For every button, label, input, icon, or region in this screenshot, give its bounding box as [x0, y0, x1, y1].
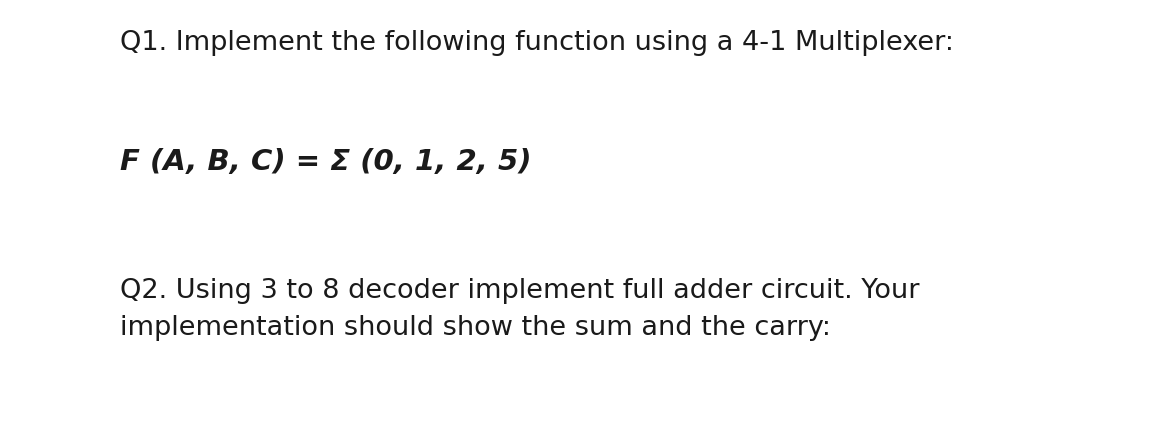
- Text: Q1. Implement the following function using a 4-1 Multiplexer:: Q1. Implement the following function usi…: [121, 30, 954, 56]
- Text: implementation should show the sum and the carry:: implementation should show the sum and t…: [121, 314, 831, 340]
- Text: F (A, B, C) = Σ (0, 1, 2, 5): F (A, B, C) = Σ (0, 1, 2, 5): [121, 148, 531, 176]
- Text: Q2. Using 3 to 8 decoder implement full adder circuit. Your: Q2. Using 3 to 8 decoder implement full …: [121, 277, 920, 303]
